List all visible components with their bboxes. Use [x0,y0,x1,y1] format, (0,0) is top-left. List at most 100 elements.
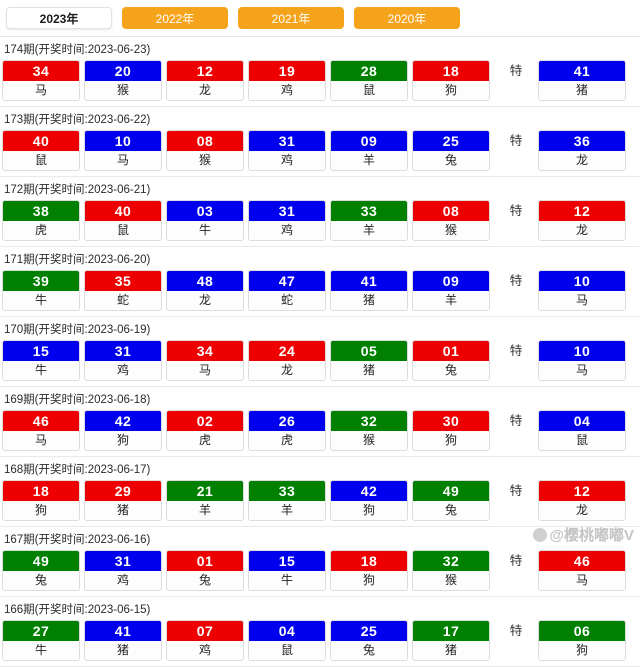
ball-number: 27 [3,621,79,641]
ball-zodiac: 鼠 [85,221,161,240]
ball-zodiac: 猪 [539,81,625,100]
normal-ball: 18 狗 [330,550,408,591]
ball-strip: 39 牛 35 蛇 48 龙 47 蛇 41 猪 09 羊特 10 马 [0,270,640,316]
normal-ball: 49 兔 [412,480,490,521]
normal-ball: 26 虎 [248,410,326,451]
ball-number: 40 [85,201,161,221]
normal-ball: 01 兔 [412,340,490,381]
draw-row: 173期(开奖时间:2023-06-22) 40 鼠 10 马 08 猴 31 鸡 09 羊 25 兔特… [0,107,640,177]
ball-number: 25 [331,621,407,641]
ball-number: 25 [413,131,489,151]
ball-number: 49 [413,481,489,501]
ball-number: 18 [413,61,489,81]
normal-ball: 46 马 [2,410,80,451]
normal-ball: 05 猪 [330,340,408,381]
ball-zodiac: 鼠 [249,641,325,660]
ball-zodiac: 狗 [413,431,489,450]
ball-zodiac: 羊 [167,501,243,520]
ball-number: 18 [3,481,79,501]
ball-number: 36 [539,131,625,151]
ball-zodiac: 猪 [413,641,489,660]
draw-row: 168期(开奖时间:2023-06-17) 18 狗 29 猪 21 羊 33 羊 42 狗 49 兔特… [0,457,640,527]
ball-zodiac: 鸡 [167,641,243,660]
ball-zodiac: 猪 [85,501,161,520]
year-tab-2021[interactable]: 2021年 [238,7,344,29]
ball-zodiac: 马 [539,571,625,590]
normal-ball: 38 虎 [2,200,80,241]
normal-ball: 28 鼠 [330,60,408,101]
draw-title: 170期(开奖时间:2023-06-19) [4,324,151,336]
ball-number: 35 [85,271,161,291]
draw-title: 166期(开奖时间:2023-06-15) [4,604,151,616]
special-marker: 特 [494,480,538,521]
ball-number: 42 [85,411,161,431]
year-tab-2020[interactable]: 2020年 [354,7,460,29]
ball-zodiac: 羊 [331,221,407,240]
special-ball: 41 猪 [538,60,626,101]
ball-zodiac: 龙 [167,81,243,100]
normal-ball: 35 蛇 [84,270,162,311]
ball-zodiac: 龙 [539,501,625,520]
normal-ball: 34 马 [166,340,244,381]
normal-ball: 40 鼠 [2,130,80,171]
draw-row: 169期(开奖时间:2023-06-18) 46 马 42 狗 02 虎 26 虎 32 猴 30 狗特… [0,387,640,457]
draw-results-list: 174期(开奖时间:2023-06-23) 34 马 20 猴 12 龙 19 鸡 28 鼠 18 狗特… [0,36,640,667]
year-tab-2023[interactable]: 2023年 [6,7,112,29]
normal-ball: 12 龙 [166,60,244,101]
ball-strip: 34 马 20 猴 12 龙 19 鸡 28 鼠 18 狗特 41 猪 [0,60,640,106]
ball-zodiac: 猪 [331,291,407,310]
normal-ball: 15 牛 [2,340,80,381]
ball-number: 15 [3,341,79,361]
normal-ball: 32 猴 [330,410,408,451]
ball-number: 49 [3,551,79,571]
ball-zodiac: 马 [167,361,243,380]
ball-number: 29 [85,481,161,501]
special-ball: 46 马 [538,550,626,591]
ball-number: 09 [331,131,407,151]
special-marker: 特 [494,130,538,171]
ball-strip: 38 虎 40 鼠 03 牛 31 鸡 33 羊 08 猴特 12 龙 [0,200,640,246]
ball-zodiac: 鼠 [3,151,79,170]
draw-title: 174期(开奖时间:2023-06-23) [4,44,151,56]
ball-zodiac: 龙 [539,151,625,170]
ball-zodiac: 牛 [249,571,325,590]
special-ball: 12 龙 [538,200,626,241]
draw-title: 171期(开奖时间:2023-06-20) [4,254,151,266]
draw-title: 168期(开奖时间:2023-06-17) [4,464,151,476]
special-marker-label: 特 [509,414,523,428]
ball-zodiac: 牛 [167,221,243,240]
ball-zodiac: 马 [539,291,625,310]
ball-zodiac: 狗 [85,431,161,450]
ball-zodiac: 兔 [413,151,489,170]
ball-number: 46 [3,411,79,431]
normal-ball: 03 牛 [166,200,244,241]
special-marker-label: 特 [509,554,523,568]
ball-number: 05 [331,341,407,361]
ball-number: 10 [539,341,625,361]
ball-zodiac: 兔 [167,571,243,590]
ball-zodiac: 虎 [249,431,325,450]
normal-ball: 34 马 [2,60,80,101]
ball-number: 26 [249,411,325,431]
ball-number: 28 [331,61,407,81]
special-marker: 特 [494,340,538,381]
ball-strip: 49 兔 31 鸡 01 兔 15 牛 18 狗 32 猴特 46 马 [0,550,640,596]
special-ball: 36 龙 [538,130,626,171]
normal-ball: 48 龙 [166,270,244,311]
special-marker-label: 特 [509,274,523,288]
normal-ball: 10 马 [84,130,162,171]
special-marker-label: 特 [509,134,523,148]
ball-zodiac: 兔 [413,501,489,520]
draw-row: 171期(开奖时间:2023-06-20) 39 牛 35 蛇 48 龙 47 蛇 41 猪 09 羊特… [0,247,640,317]
normal-ball: 09 羊 [330,130,408,171]
normal-ball: 47 蛇 [248,270,326,311]
normal-ball: 25 兔 [412,130,490,171]
normal-ball: 07 鸡 [166,620,244,661]
year-tab-2022[interactable]: 2022年 [122,7,228,29]
ball-number: 38 [3,201,79,221]
ball-number: 01 [167,551,243,571]
ball-number: 10 [539,271,625,291]
ball-zodiac: 狗 [3,501,79,520]
draw-title: 169期(开奖时间:2023-06-18) [4,394,151,406]
ball-number: 08 [167,131,243,151]
